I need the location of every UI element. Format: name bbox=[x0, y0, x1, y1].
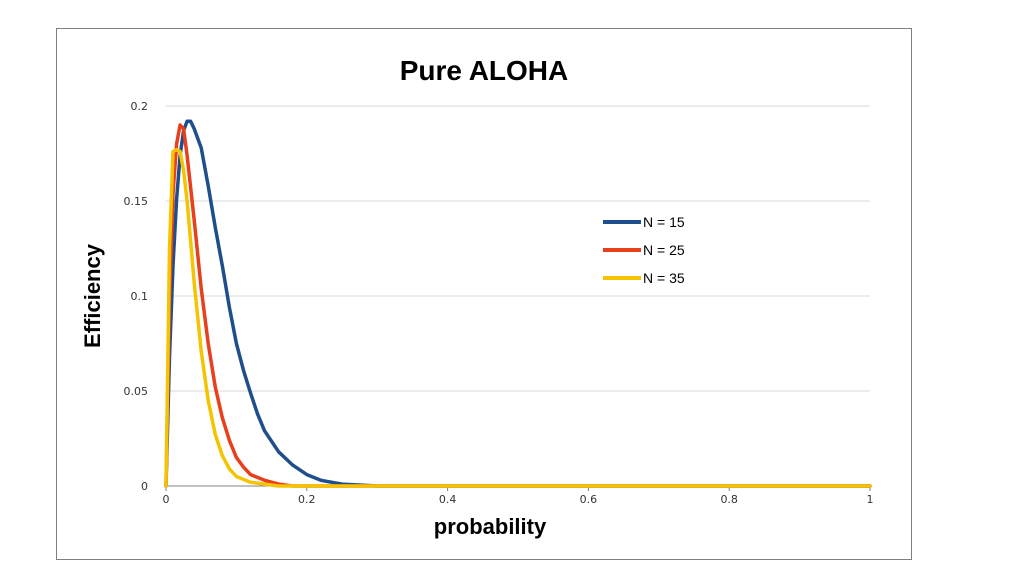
x-tick-label: 0.8 bbox=[720, 493, 738, 506]
legend-label-3: N = 35 bbox=[643, 270, 685, 286]
y-tick-label: 0.2 bbox=[131, 100, 149, 113]
series-line-1 bbox=[164, 119, 872, 488]
y-tick-label: 0.05 bbox=[124, 385, 149, 398]
series-line-2 bbox=[164, 123, 872, 488]
x-tick-label: 1 bbox=[867, 493, 874, 506]
y-tick-label: 0.15 bbox=[124, 195, 149, 208]
legend-label-2: N = 25 bbox=[643, 242, 685, 258]
x-tick-label: 0.4 bbox=[439, 493, 457, 506]
legend: N = 15 N = 25 N = 35 bbox=[603, 214, 685, 286]
y-tick-label: 0 bbox=[141, 480, 148, 493]
series-layer bbox=[164, 119, 872, 488]
x-tick-label: 0.6 bbox=[580, 493, 598, 506]
x-tick-label: 0 bbox=[163, 493, 170, 506]
chart-frame bbox=[56, 28, 912, 560]
chart-title: Pure ALOHA bbox=[400, 55, 569, 86]
series-line-3 bbox=[164, 147, 872, 488]
y-tick-label: 0.1 bbox=[131, 290, 149, 303]
x-axis-label: probability bbox=[434, 514, 547, 539]
axis-layer: 0 0.05 0.1 0.15 0.2 0 0.2 0.4 0.6 0.8 1 bbox=[124, 100, 874, 506]
x-tick-label: 0.2 bbox=[298, 493, 316, 506]
y-axis-label: Efficiency bbox=[80, 243, 105, 348]
grid-layer bbox=[166, 105, 870, 392]
legend-label-1: N = 15 bbox=[643, 214, 685, 230]
